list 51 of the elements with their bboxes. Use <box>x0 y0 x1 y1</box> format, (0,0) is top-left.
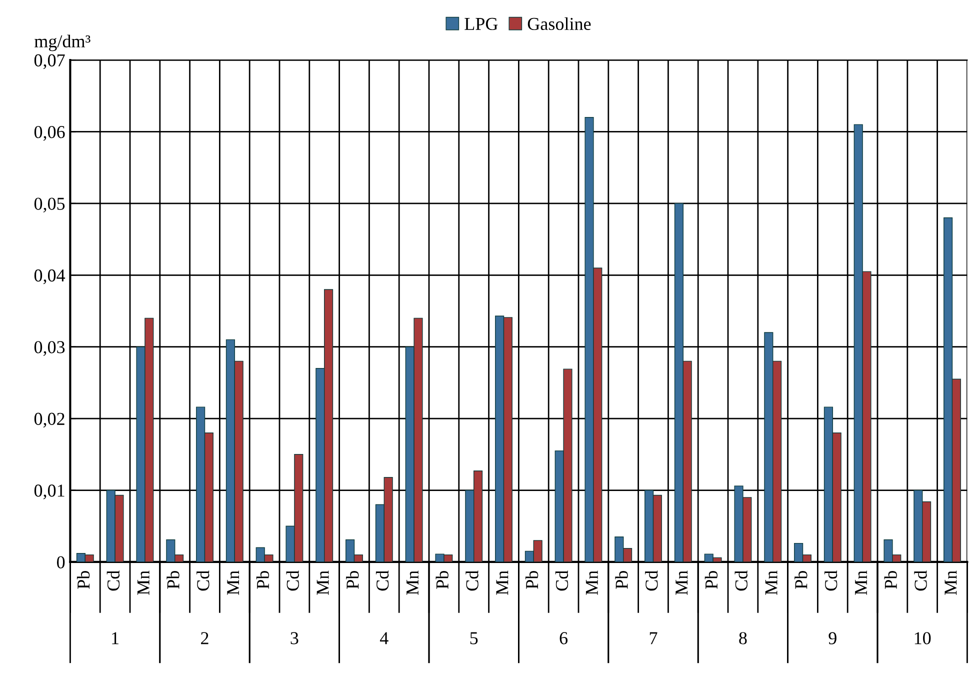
y-tick-label: 0,04 <box>34 269 66 284</box>
x-tick-label: Mn <box>855 570 867 595</box>
x-tick-label: Cd <box>555 570 568 591</box>
legend-label: LPG <box>464 18 498 30</box>
x-tick-label: Cd <box>286 570 299 591</box>
x-tick-label: Pb <box>884 570 897 589</box>
x-tick-label: Pb <box>76 570 90 589</box>
x-tick-label: Pb <box>166 570 180 589</box>
x-tick-label: Cd <box>196 570 210 591</box>
x-tick-label: Mn <box>227 570 239 595</box>
text: 3 <box>290 632 298 644</box>
x-tick-label: Cd <box>734 570 748 591</box>
x-tick-label: Pb <box>794 570 808 589</box>
x-tick-label: Mn <box>586 570 598 595</box>
x-tick-label: Pb <box>346 570 359 589</box>
x-tick-label: Pb <box>704 570 718 589</box>
y-axis-title: mg/dm³ <box>34 34 90 52</box>
y-tick-label: 0,05 <box>34 198 65 212</box>
x-tick-label: Mn <box>765 570 778 595</box>
text: 4 <box>380 632 388 644</box>
y-tick-label: 0 <box>57 556 65 568</box>
x-tick-label: Pb <box>615 570 628 589</box>
text: 10 <box>914 632 931 644</box>
text: 1 <box>112 632 118 644</box>
text: 6 <box>560 632 568 644</box>
x-tick-label: Pb <box>256 570 270 589</box>
x-tick-label: Cd <box>376 570 389 591</box>
x-tick-label: Pb <box>436 570 448 589</box>
x-tick-label: Cd <box>106 570 120 591</box>
y-tick-label: 0,01 <box>34 484 64 500</box>
x-tick-label: Mn <box>316 570 329 595</box>
y-tick-label: 0,07 <box>34 54 65 70</box>
y-tick-label: 0,03 <box>34 341 65 356</box>
x-tick-label: Cd <box>466 570 478 591</box>
x-tick-label: Mn <box>676 570 688 595</box>
text: 7 <box>650 632 658 644</box>
x-tick-label: Cd <box>824 570 838 591</box>
x-tick-label: Pb <box>525 570 538 589</box>
x-tick-label: Cd <box>645 570 658 591</box>
x-tick-label: Mn <box>496 570 508 595</box>
y-tick-label: 0,06 <box>34 126 65 141</box>
x-tick-label: Cd <box>914 570 927 591</box>
x-tick-label: Mn <box>137 570 150 595</box>
text: 2 <box>201 632 208 644</box>
text: 5 <box>470 632 478 644</box>
x-tick-label: Mn <box>406 570 418 595</box>
text: 9 <box>828 632 836 644</box>
text: 8 <box>739 632 747 644</box>
x-tick-label: Mn <box>944 570 957 595</box>
y-tick-label: 0,02 <box>34 412 64 428</box>
legend-label: Gasoline <box>528 17 591 30</box>
